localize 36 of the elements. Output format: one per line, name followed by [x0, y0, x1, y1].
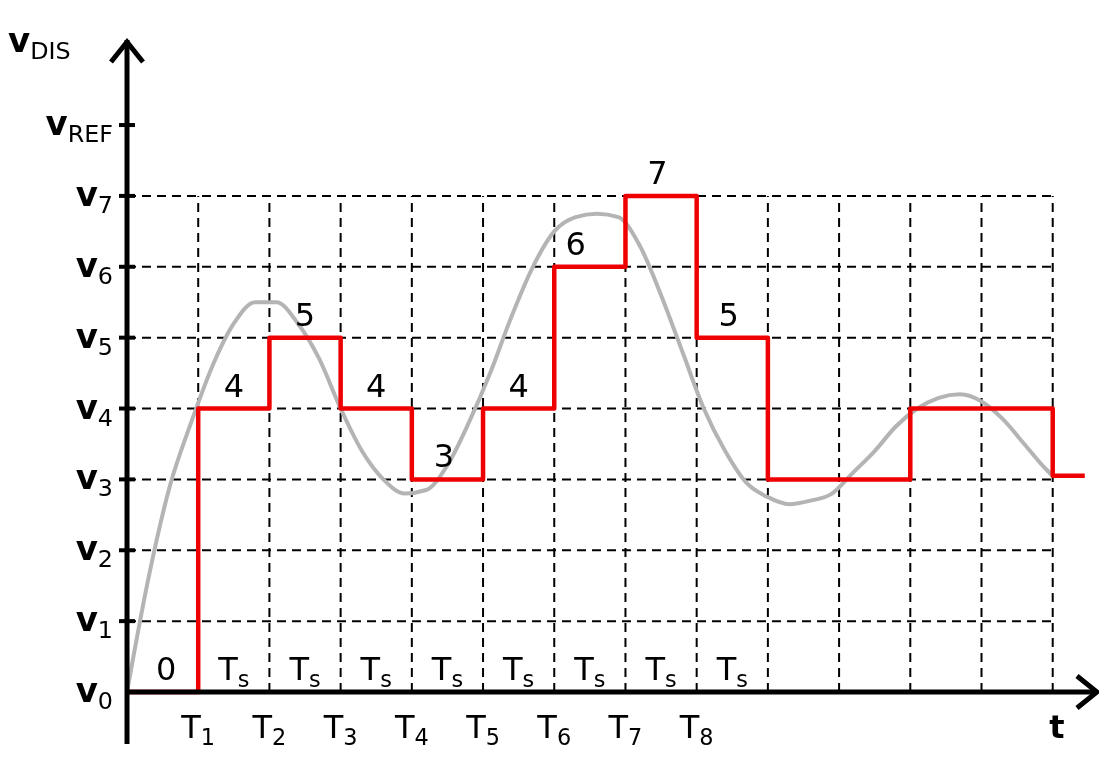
- x-tick-label: T$_{8}$: [678, 708, 714, 750]
- annotation: 5: [718, 295, 739, 334]
- y-tick-label: v$_{1}$: [75, 599, 113, 645]
- y-tick-label: v$_{3}$: [75, 457, 113, 503]
- y-tick-label: v$_{2}$: [75, 528, 113, 574]
- annotation: T$_{s}$: [715, 650, 748, 692]
- annotation: 4: [508, 366, 529, 405]
- x-tick-label: T$_{3}$: [322, 708, 358, 750]
- annotation: 4: [223, 366, 244, 405]
- x-tick-label: T$_{5}$: [465, 708, 500, 750]
- y-tick-label: v$_{0}$: [75, 670, 113, 716]
- annotation: T$_{s}$: [288, 650, 321, 692]
- y-tick-label: v$_{7}$: [75, 173, 113, 220]
- y-tick-label: v$_{REF}$: [45, 103, 113, 149]
- annotation: 3: [433, 437, 455, 476]
- x-axis-title: t: [1049, 708, 1065, 746]
- annotation: T$_{s}$: [217, 650, 250, 692]
- annotation: 5: [294, 295, 316, 334]
- annotation: 7: [647, 153, 668, 192]
- annotation: 0: [155, 650, 177, 688]
- y-tick-label: v$_{5}$: [75, 315, 113, 361]
- annotation: T$_{s}$: [359, 650, 392, 692]
- annotation: T$_{s}$: [573, 650, 606, 692]
- y-tick-label: v$_{4}$: [75, 386, 113, 432]
- y-axis-title: v$_{DIS}$: [8, 20, 71, 66]
- x-tick-label: T$_{7}$: [607, 708, 643, 750]
- annotation: 6: [565, 224, 586, 263]
- annotation: 4: [366, 366, 387, 405]
- annotation: T$_{s}$: [430, 650, 464, 692]
- x-tick-label: T$_{1}$: [180, 708, 216, 750]
- annotation: T$_{s}$: [644, 650, 677, 692]
- x-tick-label: T$_{6}$: [536, 708, 572, 750]
- x-tick-label: T$_{4}$: [393, 708, 429, 750]
- y-tick-label: v$_{6}$: [75, 244, 113, 290]
- x-tick-label: T$_{2}$: [251, 708, 287, 750]
- annotation: T$_{s}$: [502, 650, 535, 692]
